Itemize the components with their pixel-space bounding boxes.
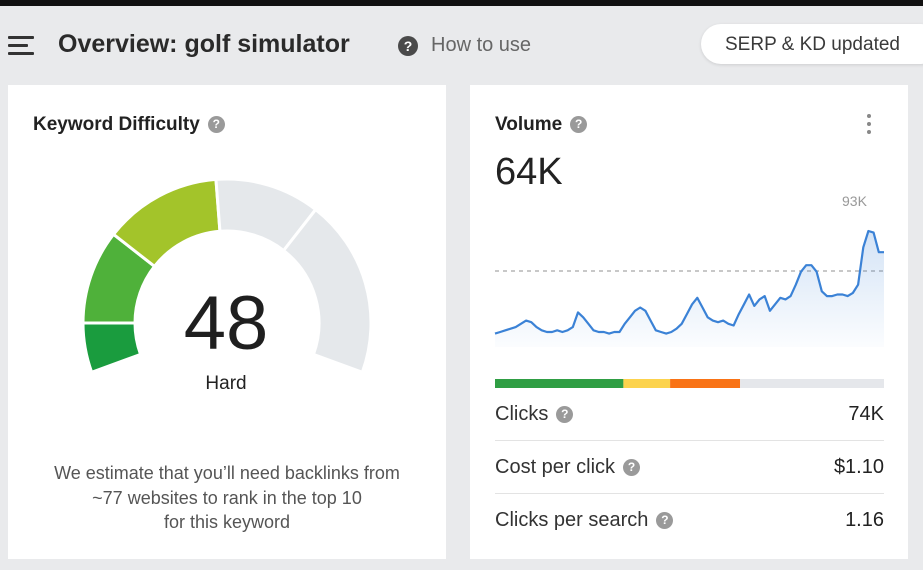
- more-options-icon[interactable]: [864, 112, 874, 136]
- serp-status-text: SERP & KD updated: [725, 34, 900, 55]
- volume-card: Volume? 64K 93K Clicks? 74K Cost per cli…: [470, 85, 908, 559]
- metric-row-cpc: Cost per click? $1.10: [495, 456, 884, 508]
- metric-row-clicks: Clicks? 74K: [495, 403, 884, 455]
- kd-explanation: We estimate that you’ll need backlinks f…: [26, 461, 428, 535]
- volume-value: 64K: [495, 151, 563, 193]
- kd-score: 48: [184, 281, 269, 366]
- clicks-per-search-label: Clicks per search?: [495, 509, 674, 532]
- volume-title-text: Volume: [495, 114, 563, 135]
- kd-level-label: Hard: [205, 373, 246, 394]
- kd-note-line2: ~77 websites to rank in the top 10: [92, 487, 362, 508]
- volume-title: Volume?: [495, 114, 588, 136]
- serp-status-badge[interactable]: SERP & KD updated: [701, 24, 923, 64]
- kd-title-text: Keyword Difficulty: [33, 114, 200, 135]
- kd-title: Keyword Difficulty?: [33, 114, 225, 136]
- clicks-per-search-value: 1.16: [845, 509, 884, 531]
- volume-distribution-bar: [495, 379, 884, 388]
- volume-help-icon[interactable]: ?: [570, 116, 588, 133]
- distribution-segment: [740, 379, 884, 388]
- hamburger-menu-icon[interactable]: [8, 36, 34, 56]
- cpc-label: Cost per click?: [495, 456, 641, 479]
- volume-trend-line: [494, 229, 884, 335]
- volume-trend-area: [495, 231, 884, 347]
- keyword-difficulty-card: Keyword Difficulty? 48 Hard We estimate …: [8, 85, 446, 559]
- distribution-segment: [670, 379, 741, 388]
- kd-gauge: 48 Hard: [81, 177, 373, 394]
- kd-help-icon[interactable]: ?: [207, 116, 225, 133]
- clicks-help-icon[interactable]: ?: [556, 406, 574, 423]
- kd-note-line3: for this keyword: [163, 512, 291, 532]
- metric-row-clicks-per-search: Clicks per search? 1.16: [495, 509, 884, 561]
- kd-gauge-segment: [281, 207, 373, 375]
- help-icon[interactable]: ?: [398, 36, 418, 56]
- cpc-value: $1.10: [833, 456, 884, 478]
- clicks-value: 74K: [848, 403, 884, 425]
- kd-gauge-segment: [81, 321, 143, 375]
- distribution-segment: [495, 379, 624, 388]
- top-strip: [0, 0, 923, 6]
- page-header: Overview: golf simulator ? How to use SE…: [0, 6, 923, 84]
- page-title: Overview: golf simulator: [58, 30, 350, 58]
- clicks-label: Clicks?: [495, 403, 574, 426]
- volume-trend-chart: [494, 229, 884, 388]
- cpc-help-icon[interactable]: ?: [623, 459, 641, 476]
- kd-note-line1: We estimate that you’ll need backlinks f…: [54, 463, 400, 483]
- distribution-segment: [623, 379, 671, 388]
- how-to-use-link[interactable]: How to use: [431, 34, 532, 56]
- kd-gauge-segments: [81, 177, 373, 375]
- metric-divider: [495, 440, 884, 441]
- volume-peak-label: 93K: [842, 193, 867, 209]
- clicks-per-search-help-icon[interactable]: ?: [656, 512, 674, 529]
- metric-divider: [495, 493, 884, 494]
